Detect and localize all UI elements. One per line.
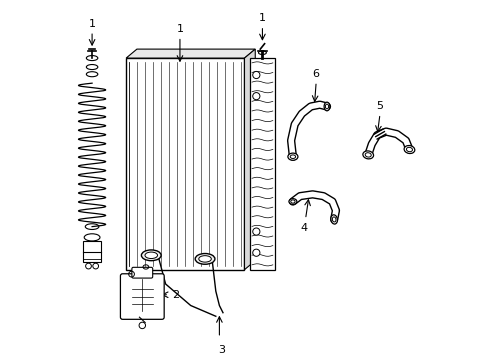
FancyBboxPatch shape: [132, 267, 152, 278]
Text: 3: 3: [217, 345, 224, 355]
Ellipse shape: [330, 215, 337, 224]
Bar: [249, 58, 274, 270]
Ellipse shape: [325, 104, 328, 109]
Ellipse shape: [332, 217, 335, 222]
FancyBboxPatch shape: [120, 274, 164, 319]
Bar: [126, 58, 244, 270]
Text: 1: 1: [259, 13, 265, 23]
Ellipse shape: [403, 145, 414, 153]
Ellipse shape: [288, 199, 296, 204]
Text: 2: 2: [171, 290, 179, 300]
Ellipse shape: [324, 102, 329, 111]
Text: 1: 1: [176, 24, 183, 34]
Ellipse shape: [365, 153, 370, 157]
Ellipse shape: [362, 151, 373, 159]
Ellipse shape: [290, 200, 294, 203]
Ellipse shape: [144, 252, 157, 258]
Text: 6: 6: [312, 68, 319, 78]
Text: 4: 4: [300, 223, 306, 233]
Bar: [83, 241, 101, 262]
Circle shape: [252, 249, 260, 256]
Ellipse shape: [198, 256, 211, 262]
Text: 5: 5: [375, 101, 382, 111]
Text: 1: 1: [88, 19, 95, 29]
Ellipse shape: [141, 250, 161, 261]
Ellipse shape: [287, 153, 297, 160]
Ellipse shape: [290, 155, 295, 158]
Circle shape: [252, 93, 260, 100]
Ellipse shape: [195, 253, 214, 264]
Circle shape: [252, 228, 260, 235]
Polygon shape: [244, 49, 255, 270]
Ellipse shape: [406, 147, 412, 152]
Polygon shape: [126, 49, 255, 58]
Circle shape: [252, 71, 260, 78]
